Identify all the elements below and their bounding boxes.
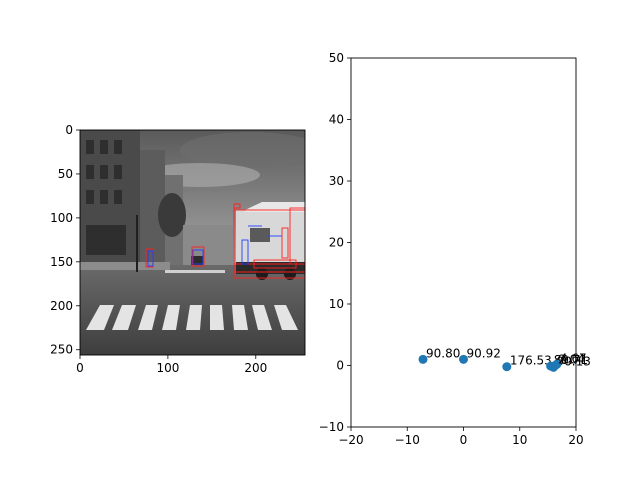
- y-tick-label: 50: [329, 51, 344, 65]
- y-tick-label: −10: [319, 420, 344, 434]
- point-label: 90.80: [426, 346, 460, 360]
- y-tick-label: 100: [50, 211, 73, 225]
- y-tick-label: 30: [329, 174, 344, 188]
- x-tick-label: 200: [244, 361, 267, 375]
- x-tick-label: 10: [512, 433, 527, 447]
- scatter-point: [502, 362, 512, 372]
- y-tick-label: 20: [329, 236, 344, 250]
- y-tick-label: 50: [58, 167, 73, 181]
- bounding-boxes: [145, 203, 305, 279]
- y-tick-label: 150: [50, 255, 73, 269]
- point-label: 89.71: [554, 353, 588, 367]
- y-tick-label: 250: [50, 343, 73, 357]
- x-tick-label: −20: [338, 433, 363, 447]
- scatter-point: [459, 354, 468, 364]
- street-image: [80, 130, 305, 355]
- scatter-point: [418, 354, 428, 364]
- point-label: 176.53: [510, 354, 552, 368]
- y-tick-label: 10: [329, 297, 344, 311]
- y-tick-label: 200: [50, 299, 73, 313]
- image-panel: 0 100 200 0 50 100 150 200 250: [50, 123, 306, 375]
- y-tick-label: 40: [329, 113, 344, 127]
- scatter-point: [550, 361, 560, 370]
- x-tick-label: 0: [76, 361, 84, 375]
- point-label: 90.13: [557, 354, 591, 368]
- x-tick-label: −10: [395, 433, 420, 447]
- plot-frame: [350, 57, 577, 428]
- y-tick-label: 0: [336, 359, 344, 373]
- image-frame: [79, 129, 306, 356]
- x-tick-label: 20: [568, 433, 583, 447]
- image-axes: 0 100 200 0 50 100 150 200 250: [50, 123, 267, 375]
- point-label: 90.92: [467, 346, 501, 360]
- point-label: 2.04: [558, 353, 585, 367]
- y-tick-label: 0: [65, 123, 73, 137]
- x-tick-label: 100: [156, 361, 179, 375]
- x-tick-label: 0: [460, 433, 468, 447]
- point-label: 4.67: [560, 351, 587, 365]
